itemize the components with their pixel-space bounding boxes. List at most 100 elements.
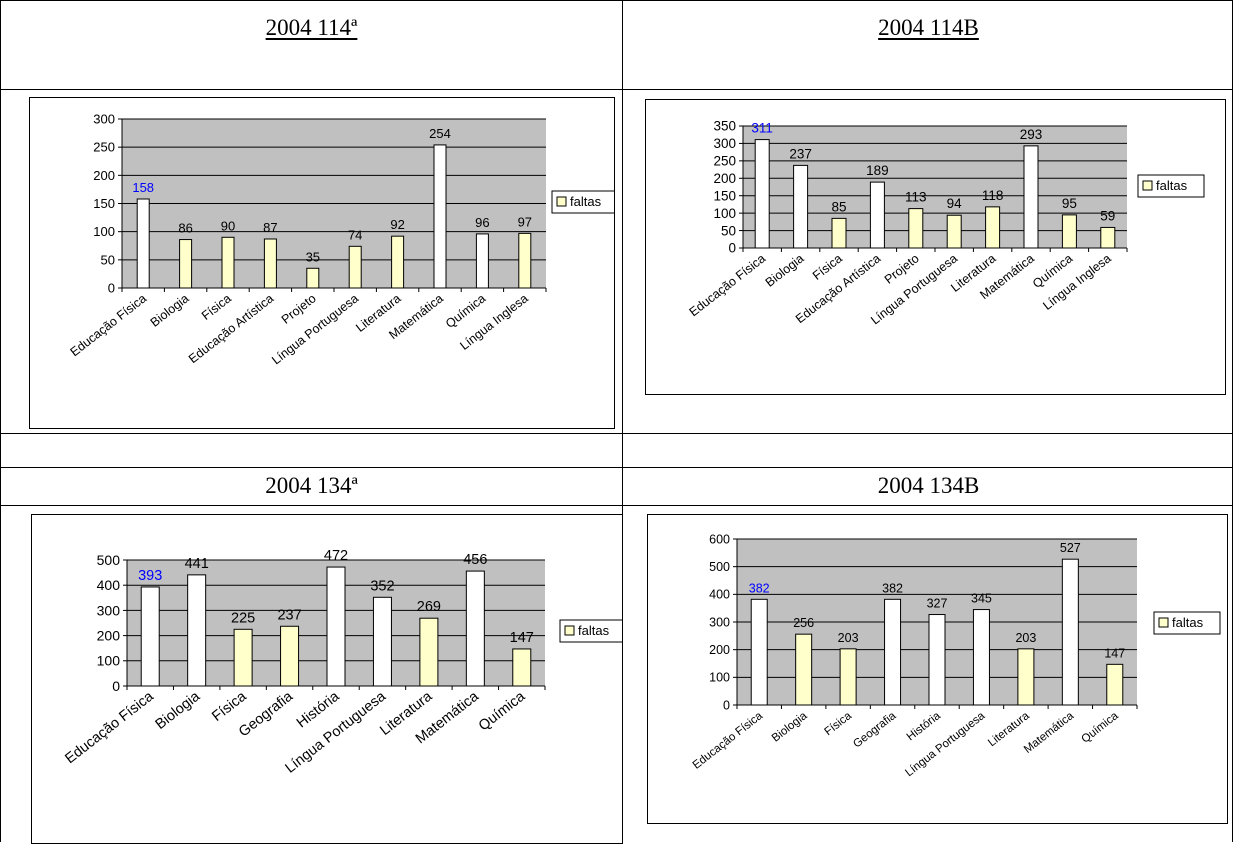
legend-swatch — [1158, 617, 1169, 628]
data-label: 345 — [971, 592, 992, 606]
y-tick-label: 100 — [709, 671, 730, 685]
bar — [946, 214, 962, 249]
chart-134b-svg: 0 100 200 300 400 500 600 382 Educação Física 256… — [691, 532, 1221, 780]
data-label: 441 — [185, 556, 209, 572]
y-tick-label: 300 — [93, 112, 115, 127]
chart-134a-svg: 0 100 200 300 400 500 393 Educação Física 441 Bio… — [62, 548, 622, 777]
bar — [1100, 226, 1116, 249]
bar — [750, 598, 768, 706]
category-label: Educação Física — [62, 688, 157, 767]
bar — [187, 574, 207, 687]
data-label: 456 — [463, 552, 487, 568]
table-row-line-2 — [0, 433, 1233, 434]
bar — [972, 609, 990, 706]
y-tick-label: 600 — [709, 532, 730, 546]
category-label: Educação Física — [691, 710, 766, 772]
bar — [1061, 214, 1077, 249]
y-tick-label: 0 — [108, 281, 115, 296]
data-label: 472 — [324, 548, 348, 564]
table-row-line-1 — [0, 89, 1233, 90]
heading-134a: 2004 134ª — [265, 473, 358, 498]
bar — [884, 598, 902, 706]
y-tick-label: 50 — [721, 223, 736, 238]
data-label: 393 — [138, 568, 162, 584]
category-label: Física — [209, 688, 250, 725]
bar — [754, 139, 770, 249]
bar — [433, 144, 447, 289]
data-label: 147 — [510, 630, 534, 646]
bar — [908, 208, 924, 249]
legend-label: faltas — [570, 194, 602, 209]
y-tick-label: 250 — [713, 154, 736, 169]
legend-label: faltas — [1156, 178, 1188, 193]
category-label: História — [905, 710, 944, 744]
y-tick-label: 500 — [709, 560, 730, 574]
chart-134a: 0 100 200 300 400 500 393 Educação Física 441 Bio… — [31, 514, 623, 844]
data-label: 86 — [178, 221, 192, 236]
data-label: 118 — [982, 188, 1004, 203]
data-label: 237 — [789, 146, 812, 161]
data-label: 256 — [793, 616, 814, 630]
legend-box — [1137, 174, 1205, 198]
data-label: 254 — [429, 126, 451, 141]
bar — [793, 164, 809, 249]
heading-134b: 2004 134B — [877, 473, 980, 498]
data-label: 382 — [882, 581, 903, 595]
bar — [928, 614, 946, 706]
y-tick-label: 500 — [97, 552, 121, 568]
bar — [140, 586, 160, 687]
category-label: Biologia — [148, 291, 192, 329]
y-tick-label: 200 — [709, 643, 730, 657]
y-tick-label: 100 — [713, 206, 736, 221]
y-tick-label: 250 — [93, 140, 115, 155]
bar — [465, 570, 485, 687]
y-tick-label: 0 — [112, 678, 120, 694]
category-label: Língua Inglesa — [1040, 251, 1113, 313]
bar — [1061, 558, 1079, 706]
y-tick-label: 50 — [101, 252, 115, 267]
y-tick-label: 200 — [97, 628, 121, 644]
data-label: 147 — [1104, 646, 1125, 660]
legend-swatch — [556, 196, 567, 207]
bar — [1023, 145, 1039, 249]
data-label: 113 — [905, 190, 927, 205]
category-label: Física — [199, 291, 234, 323]
y-tick-label: 400 — [97, 577, 121, 593]
y-tick-label: 300 — [97, 602, 121, 618]
bar — [306, 267, 320, 289]
category-label: Química — [476, 688, 529, 734]
data-label: 527 — [1060, 541, 1081, 555]
bar — [831, 217, 847, 249]
y-tick-label: 350 — [713, 119, 736, 134]
data-label: 189 — [866, 163, 889, 178]
bar — [136, 198, 150, 289]
data-label: 203 — [1015, 631, 1036, 645]
data-label: 269 — [417, 599, 441, 615]
bar — [518, 232, 532, 289]
bar — [419, 617, 439, 687]
data-label: 203 — [838, 631, 859, 645]
data-label: 92 — [390, 217, 404, 232]
legend-swatch — [564, 625, 575, 636]
table-row-line-4 — [0, 505, 1233, 506]
chart-114b-svg: 0 50 100 150 200 250 300 350 311 Educação Física 2… — [687, 119, 1205, 327]
legend-label: faltas — [1172, 615, 1204, 630]
y-tick-label: 0 — [723, 698, 730, 712]
category-label: Língua Portuguesa — [903, 710, 987, 780]
bar — [839, 648, 857, 706]
category-label: Biologia — [763, 251, 807, 289]
y-tick-label: 200 — [713, 171, 736, 186]
data-label: 95 — [1062, 196, 1077, 211]
table-row-line-3 — [0, 467, 1233, 468]
y-tick-label: 300 — [713, 136, 736, 151]
table-divider-middle — [622, 0, 623, 842]
data-label: 237 — [277, 607, 301, 623]
bar — [475, 233, 489, 289]
bar — [512, 648, 532, 687]
bar — [179, 239, 193, 289]
y-tick-label: 150 — [93, 196, 115, 211]
bar — [795, 633, 813, 706]
chart-114a-svg: 0 50 100 150 200 250 300 158 Educação Física 86 Bi… — [68, 112, 614, 367]
legend-box — [1153, 611, 1221, 635]
data-label: 311 — [751, 121, 773, 136]
